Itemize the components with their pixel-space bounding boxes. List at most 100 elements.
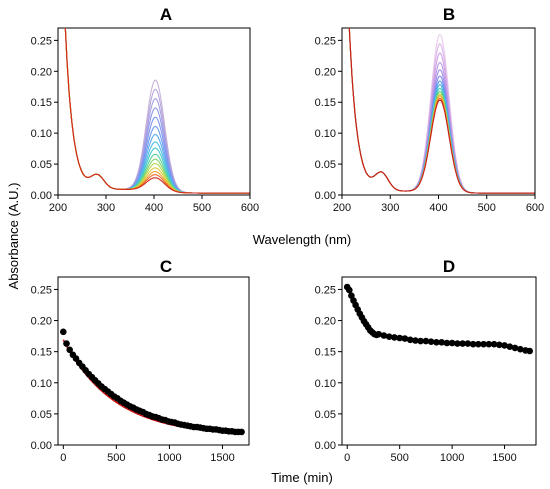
data-point bbox=[496, 341, 503, 349]
spectrum-line bbox=[348, 28, 535, 194]
y-tick-label: 0.10 bbox=[31, 128, 52, 140]
data-point bbox=[60, 328, 67, 336]
top-x-axis-title: Wavelength (nm) bbox=[253, 232, 352, 247]
y-tick-label: 0.15 bbox=[31, 347, 52, 359]
spectrum-line bbox=[348, 28, 535, 194]
x-tick-label: 600 bbox=[241, 202, 259, 214]
panel-d-chart: 0.00 0.05 0.10 0.15 0.20 0.25 0 500 1000 1500 bbox=[315, 276, 537, 464]
bottom-x-axis-title: Time (min) bbox=[271, 470, 333, 485]
spectra-group bbox=[64, 28, 250, 194]
x-tick-label: 1500 bbox=[210, 452, 234, 464]
data-point bbox=[385, 333, 393, 341]
x-tick-label: 0 bbox=[60, 452, 66, 464]
spectrum-line bbox=[348, 28, 535, 194]
y-tick-label: 0.10 bbox=[315, 378, 336, 390]
spectrum-line bbox=[348, 28, 535, 194]
panel-b-label: B bbox=[443, 5, 455, 24]
x-tick-label: 400 bbox=[429, 202, 447, 214]
y-tick-label: 0.00 bbox=[31, 440, 52, 452]
y-tick-label: 0.25 bbox=[315, 284, 336, 296]
panel-b-chart: 0.00 0.05 0.10 0.15 0.20 0.25 200 300 400 500 600 bbox=[315, 27, 544, 214]
y-tick-label: 0.05 bbox=[31, 409, 52, 421]
y-tick-label: 0.00 bbox=[31, 190, 52, 202]
y-tick-label: 0.25 bbox=[31, 35, 52, 47]
data-point bbox=[480, 340, 487, 348]
data-point bbox=[412, 337, 419, 344]
x-tick-label: 0 bbox=[344, 452, 350, 464]
y-tick-label: 0.05 bbox=[315, 409, 336, 421]
spectrum-line bbox=[348, 28, 535, 194]
spectrum-line bbox=[348, 28, 535, 194]
x-tick-label: 1000 bbox=[440, 452, 464, 464]
x-tick-label: 200 bbox=[333, 202, 351, 214]
panel-d-label: D bbox=[443, 257, 455, 276]
data-point bbox=[238, 428, 245, 436]
panel-a-chart: 0.00 0.05 0.10 0.15 0.20 0.25 200 300 400 500 600 bbox=[31, 27, 259, 214]
data-point bbox=[469, 340, 477, 348]
data-point bbox=[346, 286, 353, 294]
spectrum-line bbox=[348, 28, 535, 194]
data-point bbox=[464, 340, 472, 347]
x-tick-label: 500 bbox=[193, 202, 211, 214]
panel-c-label: C bbox=[160, 257, 172, 276]
spectrum-line bbox=[348, 28, 535, 194]
y-tick-label: 0.15 bbox=[315, 347, 336, 359]
spectrum-line bbox=[64, 28, 250, 194]
y-tick-label: 0.05 bbox=[315, 159, 336, 171]
panel-c-frame bbox=[57, 276, 250, 446]
y-tick-label: 0.25 bbox=[315, 35, 336, 47]
spectrum-line bbox=[348, 28, 535, 194]
spectrum-line bbox=[348, 28, 535, 194]
data-point bbox=[506, 343, 514, 351]
x-tick-label: 500 bbox=[107, 452, 125, 464]
data-point bbox=[396, 334, 404, 342]
y-tick-label: 0.00 bbox=[315, 440, 336, 452]
y-tick-label: 0.25 bbox=[31, 284, 52, 296]
data-point bbox=[459, 340, 466, 347]
data-point bbox=[454, 340, 461, 347]
data-point bbox=[406, 336, 414, 344]
spectrum-line bbox=[348, 28, 535, 194]
data-point bbox=[517, 345, 524, 353]
data-point bbox=[443, 339, 451, 347]
data-point bbox=[526, 347, 533, 355]
y-tick-label: 0.15 bbox=[315, 97, 336, 109]
y-axis-title: Absorbance (A.U.) bbox=[6, 183, 21, 290]
data-point bbox=[485, 340, 493, 348]
data-point bbox=[380, 332, 388, 339]
panel-a-frame bbox=[57, 27, 251, 196]
data-point bbox=[63, 340, 70, 347]
spectra-group bbox=[348, 28, 535, 194]
x-tick-label: 500 bbox=[478, 202, 496, 214]
data-point bbox=[375, 330, 383, 338]
data-point bbox=[490, 340, 498, 348]
x-tick-label: 500 bbox=[390, 452, 408, 464]
x-tick-label: 400 bbox=[145, 202, 163, 214]
panel-b-frame bbox=[341, 27, 536, 196]
data-point bbox=[417, 337, 424, 345]
data-point bbox=[401, 335, 409, 342]
x-tick-label: 1500 bbox=[492, 452, 516, 464]
spectrum-line bbox=[348, 28, 535, 194]
panel-c-chart: 0.00 0.05 0.10 0.15 0.20 0.25 0 500 1000 1500 bbox=[31, 276, 250, 464]
data-point bbox=[438, 339, 445, 346]
data-point bbox=[511, 344, 519, 352]
x-tick-label: 1000 bbox=[157, 452, 181, 464]
x-tick-label: 300 bbox=[381, 202, 399, 214]
y-tick-label: 0.05 bbox=[31, 159, 52, 171]
spectrum-line bbox=[348, 28, 535, 194]
y-tick-label: 0.20 bbox=[315, 66, 336, 78]
y-tick-label: 0.00 bbox=[315, 190, 336, 202]
data-point bbox=[501, 342, 508, 349]
data-point bbox=[66, 346, 73, 354]
y-tick-label: 0.20 bbox=[315, 316, 336, 328]
y-tick-label: 0.20 bbox=[31, 66, 52, 78]
data-point bbox=[427, 338, 435, 346]
y-tick-label: 0.10 bbox=[31, 378, 52, 390]
y-tick-label: 0.15 bbox=[31, 97, 52, 109]
data-point bbox=[433, 339, 440, 346]
data-point bbox=[391, 334, 398, 341]
data-point bbox=[448, 339, 456, 347]
x-tick-label: 200 bbox=[49, 202, 67, 214]
